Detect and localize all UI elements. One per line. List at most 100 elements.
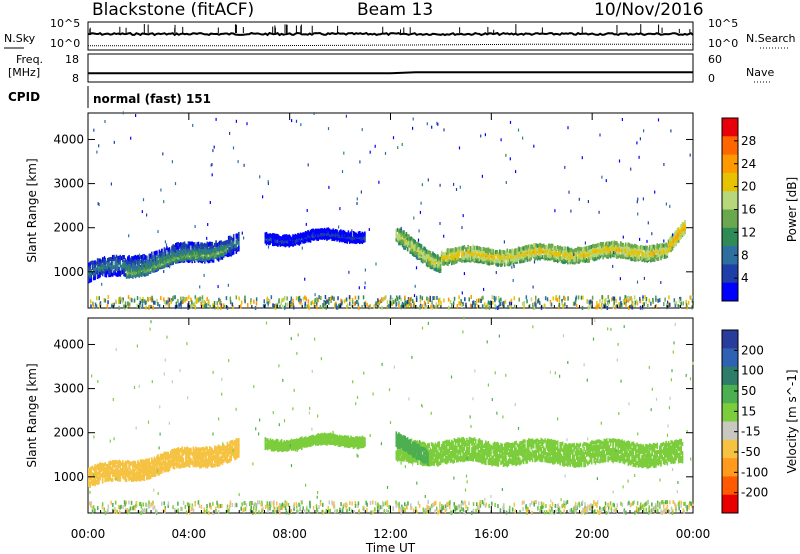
noise-cell (259, 175, 261, 179)
data-cell (521, 246, 524, 251)
data-cell (205, 245, 207, 250)
ground-cell (642, 301, 644, 306)
data-cell (423, 254, 425, 259)
data-cell (125, 271, 128, 276)
data-cell (212, 245, 215, 250)
ground-cell (433, 296, 436, 300)
data-cell (226, 242, 229, 247)
data-cell (142, 266, 144, 271)
data-cell (198, 252, 201, 257)
data-cell (284, 234, 287, 239)
noise-cell (163, 200, 165, 204)
data-cell (327, 227, 330, 232)
data-cell (123, 475, 125, 480)
data-cell (197, 247, 200, 252)
data-cell (592, 253, 594, 258)
data-cell (122, 269, 124, 274)
data-cell (444, 254, 447, 259)
data-cell (510, 257, 512, 262)
noise-cell (378, 180, 380, 184)
ground-cell (330, 296, 332, 301)
data-cell (503, 254, 506, 258)
ground-cell (632, 302, 634, 307)
data-cell (191, 250, 193, 255)
data-cell (550, 253, 553, 258)
data-cell (146, 264, 148, 269)
data-cell (357, 231, 360, 236)
data-cell (482, 257, 485, 262)
data-cell (661, 242, 664, 247)
data-cell (570, 259, 573, 264)
ground-cell (168, 297, 171, 302)
noise-cell (348, 270, 350, 274)
ground-cell (262, 304, 265, 309)
data-cell (410, 248, 413, 253)
noise-cell (657, 118, 660, 122)
data-cell (555, 254, 558, 259)
ground-cell (122, 299, 124, 304)
data-cell (110, 470, 113, 475)
data-cell (94, 263, 96, 268)
data-cell (149, 259, 152, 264)
data-cell (127, 256, 129, 261)
data-cell (206, 254, 209, 259)
ground-cell (398, 301, 400, 306)
noise-cell (480, 134, 482, 138)
data-cell (618, 250, 621, 255)
noise-cell (243, 236, 245, 240)
ground-cell (597, 304, 599, 309)
data-cell (229, 235, 231, 240)
ground-cell (546, 297, 549, 302)
noise-cell (417, 238, 420, 242)
data-cell (128, 260, 130, 264)
data-cell (525, 244, 527, 249)
data-cell (94, 478, 96, 483)
noise-cell (512, 279, 514, 282)
noise-cell (339, 207, 341, 211)
data-cell (675, 230, 677, 234)
data-cell (420, 244, 423, 249)
data-cell (539, 242, 541, 247)
data-cell (527, 255, 530, 260)
noise-cell (643, 129, 645, 133)
ground-cell (291, 302, 293, 307)
data-cell (207, 256, 210, 261)
ground-cell (346, 305, 348, 309)
ground-cell (293, 305, 295, 310)
ground-cell (212, 303, 214, 308)
data-cell (577, 256, 579, 261)
data-cell (187, 259, 190, 263)
ground-cell (357, 295, 360, 300)
data-cell (406, 234, 409, 238)
data-cell (511, 248, 514, 253)
data-cell (175, 245, 177, 250)
data-cell (88, 277, 90, 282)
data-cell (621, 248, 623, 253)
data-cell (472, 257, 474, 262)
data-cell (603, 249, 606, 254)
data-cell (191, 241, 193, 246)
data-cell (227, 235, 230, 240)
data-cell (282, 241, 284, 246)
data-cell (526, 245, 529, 250)
data-cell (519, 247, 521, 252)
noise-cell (313, 112, 315, 115)
data-cell (216, 247, 219, 252)
ground-cell (432, 304, 434, 309)
data-cell (594, 256, 597, 261)
data-cell (655, 246, 657, 250)
data-cell (650, 256, 652, 261)
data-cell (217, 247, 220, 251)
ground-cell (201, 295, 204, 300)
data-cell (108, 265, 110, 270)
data-cell (356, 234, 359, 238)
data-cell (593, 257, 595, 262)
data-cell (163, 263, 166, 268)
data-cell (635, 252, 637, 257)
data-cell (95, 474, 98, 479)
noise-cell (164, 240, 166, 244)
data-cell (559, 251, 561, 256)
ground-cell (464, 297, 466, 302)
data-cell (631, 247, 633, 252)
noise-cell (213, 145, 215, 149)
